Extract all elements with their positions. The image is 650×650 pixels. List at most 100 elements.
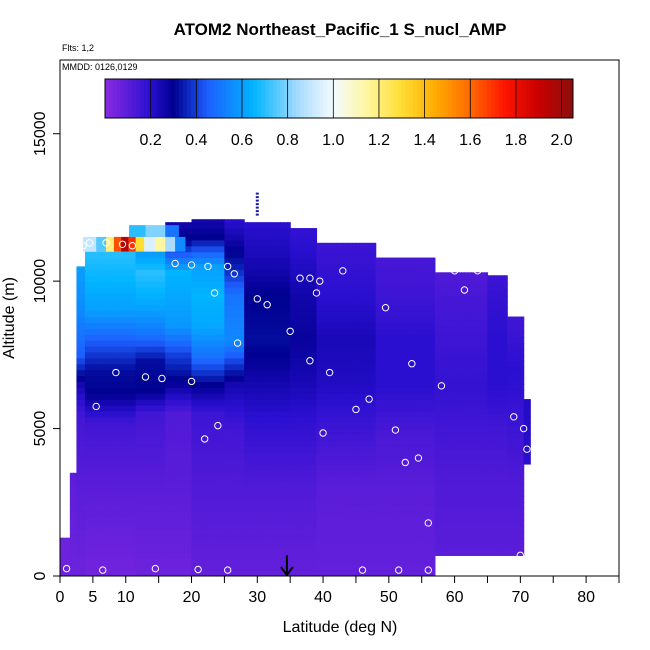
heatmap-cell (349, 410, 354, 418)
heatmap-cell (342, 499, 347, 506)
heatmap-cell (114, 298, 119, 306)
heatmap-cell (217, 410, 222, 418)
heatmap-cell (131, 251, 135, 259)
heatmap-cell (214, 452, 219, 459)
heatmap-cell (290, 428, 295, 436)
heatmap-cell (135, 487, 140, 495)
heatmap-cell (204, 511, 209, 518)
heatmap-cell (98, 452, 103, 459)
heatmap-cell (135, 369, 140, 377)
heatmap-cell (101, 511, 106, 518)
heatmap-cell (290, 528, 295, 536)
heatmap-cell (221, 422, 226, 430)
heatmap-cell (104, 511, 109, 518)
heatmap-cell (158, 416, 163, 424)
heatmap-cell (111, 287, 116, 294)
heatmap-cell (267, 275, 272, 282)
heatmap-cell (316, 416, 321, 424)
heatmap-cell (326, 534, 331, 542)
heatmap-cell (267, 363, 272, 371)
heatmap-cell (117, 422, 122, 430)
heatmap-cell (60, 564, 64, 571)
heatmap-cell (221, 487, 226, 495)
heatmap-cell (131, 281, 135, 288)
heatmap-cell (336, 363, 341, 371)
heatmap-cell (254, 434, 258, 441)
heatmap-cell (98, 399, 103, 406)
heatmap-cell (69, 487, 74, 495)
heatmap-cell (152, 434, 156, 441)
heatmap-cell (217, 416, 222, 424)
heatmap-cell (114, 369, 119, 377)
heatmap-cell (101, 340, 106, 347)
heatmap-cell (244, 393, 249, 400)
heatmap-cell (349, 546, 354, 554)
heatmap-cell (204, 440, 209, 447)
heatmap-cell (349, 570, 354, 576)
heatmap-cell (339, 564, 344, 571)
heatmap-cell (134, 475, 137, 483)
heatmap-cell (171, 322, 176, 329)
heatmap-cell (336, 275, 341, 282)
heatmap-cell (267, 404, 272, 412)
heatmap-cell (323, 287, 327, 294)
heatmap-cell (148, 558, 153, 565)
heatmap-cell (306, 251, 311, 259)
heatmap-cell (263, 552, 268, 559)
heatmap-cell (260, 399, 265, 406)
heatmap-cell (267, 251, 272, 259)
heatmap-cell (121, 310, 126, 318)
heatmap-cell (234, 564, 239, 571)
heatmap-cell (198, 505, 202, 512)
heatmap-cell (152, 346, 156, 353)
heatmap-cell (165, 475, 170, 483)
heatmap-cell (319, 281, 324, 288)
heatmap-cell (84, 440, 89, 447)
heatmap-cell (270, 446, 275, 453)
heatmap-cell (267, 522, 272, 530)
heatmap-cell (300, 517, 304, 524)
heatmap-cell (83, 428, 86, 436)
heatmap-cell (94, 263, 99, 270)
heatmap-cell (244, 505, 249, 512)
heatmap-cell (244, 422, 249, 430)
heatmap-cell (240, 422, 245, 430)
heatmap-cell (184, 275, 189, 282)
heatmap-cell (138, 481, 143, 489)
heatmap-cell (148, 469, 153, 477)
heatmap-cell (194, 287, 199, 294)
heatmap-cell (237, 463, 242, 471)
heatmap-cell (117, 534, 122, 542)
heatmap-cell (171, 558, 176, 565)
heatmap-cell (158, 334, 163, 341)
heatmap-cell (204, 446, 209, 453)
heatmap-cell (336, 517, 341, 524)
heatmap-cell (283, 428, 288, 436)
heatmap-cell (134, 410, 137, 418)
heatmap-cell (267, 381, 272, 388)
heatmap-cell (273, 275, 278, 282)
heatmap-cell (316, 316, 321, 324)
heatmap-cell (280, 458, 285, 465)
heatmap-cell (240, 428, 245, 436)
heatmap-cell (313, 546, 318, 554)
heatmap-cell (104, 481, 109, 489)
heatmap-cell (257, 499, 262, 506)
heatmap-cell (339, 499, 344, 506)
heatmap-cell (263, 233, 268, 241)
heatmap-cell (316, 410, 321, 418)
heatmap-cell (309, 458, 314, 465)
heatmap-cell (207, 393, 212, 400)
heatmap-cell (145, 310, 150, 318)
heatmap-cell (336, 493, 341, 500)
heatmap-cell (134, 505, 137, 512)
heatmap-cell (88, 434, 93, 441)
heatmap-cell (280, 487, 285, 495)
heatmap-cell (309, 481, 314, 489)
heatmap-cell (178, 458, 183, 465)
heatmap-cell (273, 346, 278, 353)
heatmap-cell (280, 393, 285, 400)
heatmap-cell (84, 310, 89, 318)
heatmap-cell (280, 381, 285, 388)
heatmap-cell (309, 393, 314, 400)
